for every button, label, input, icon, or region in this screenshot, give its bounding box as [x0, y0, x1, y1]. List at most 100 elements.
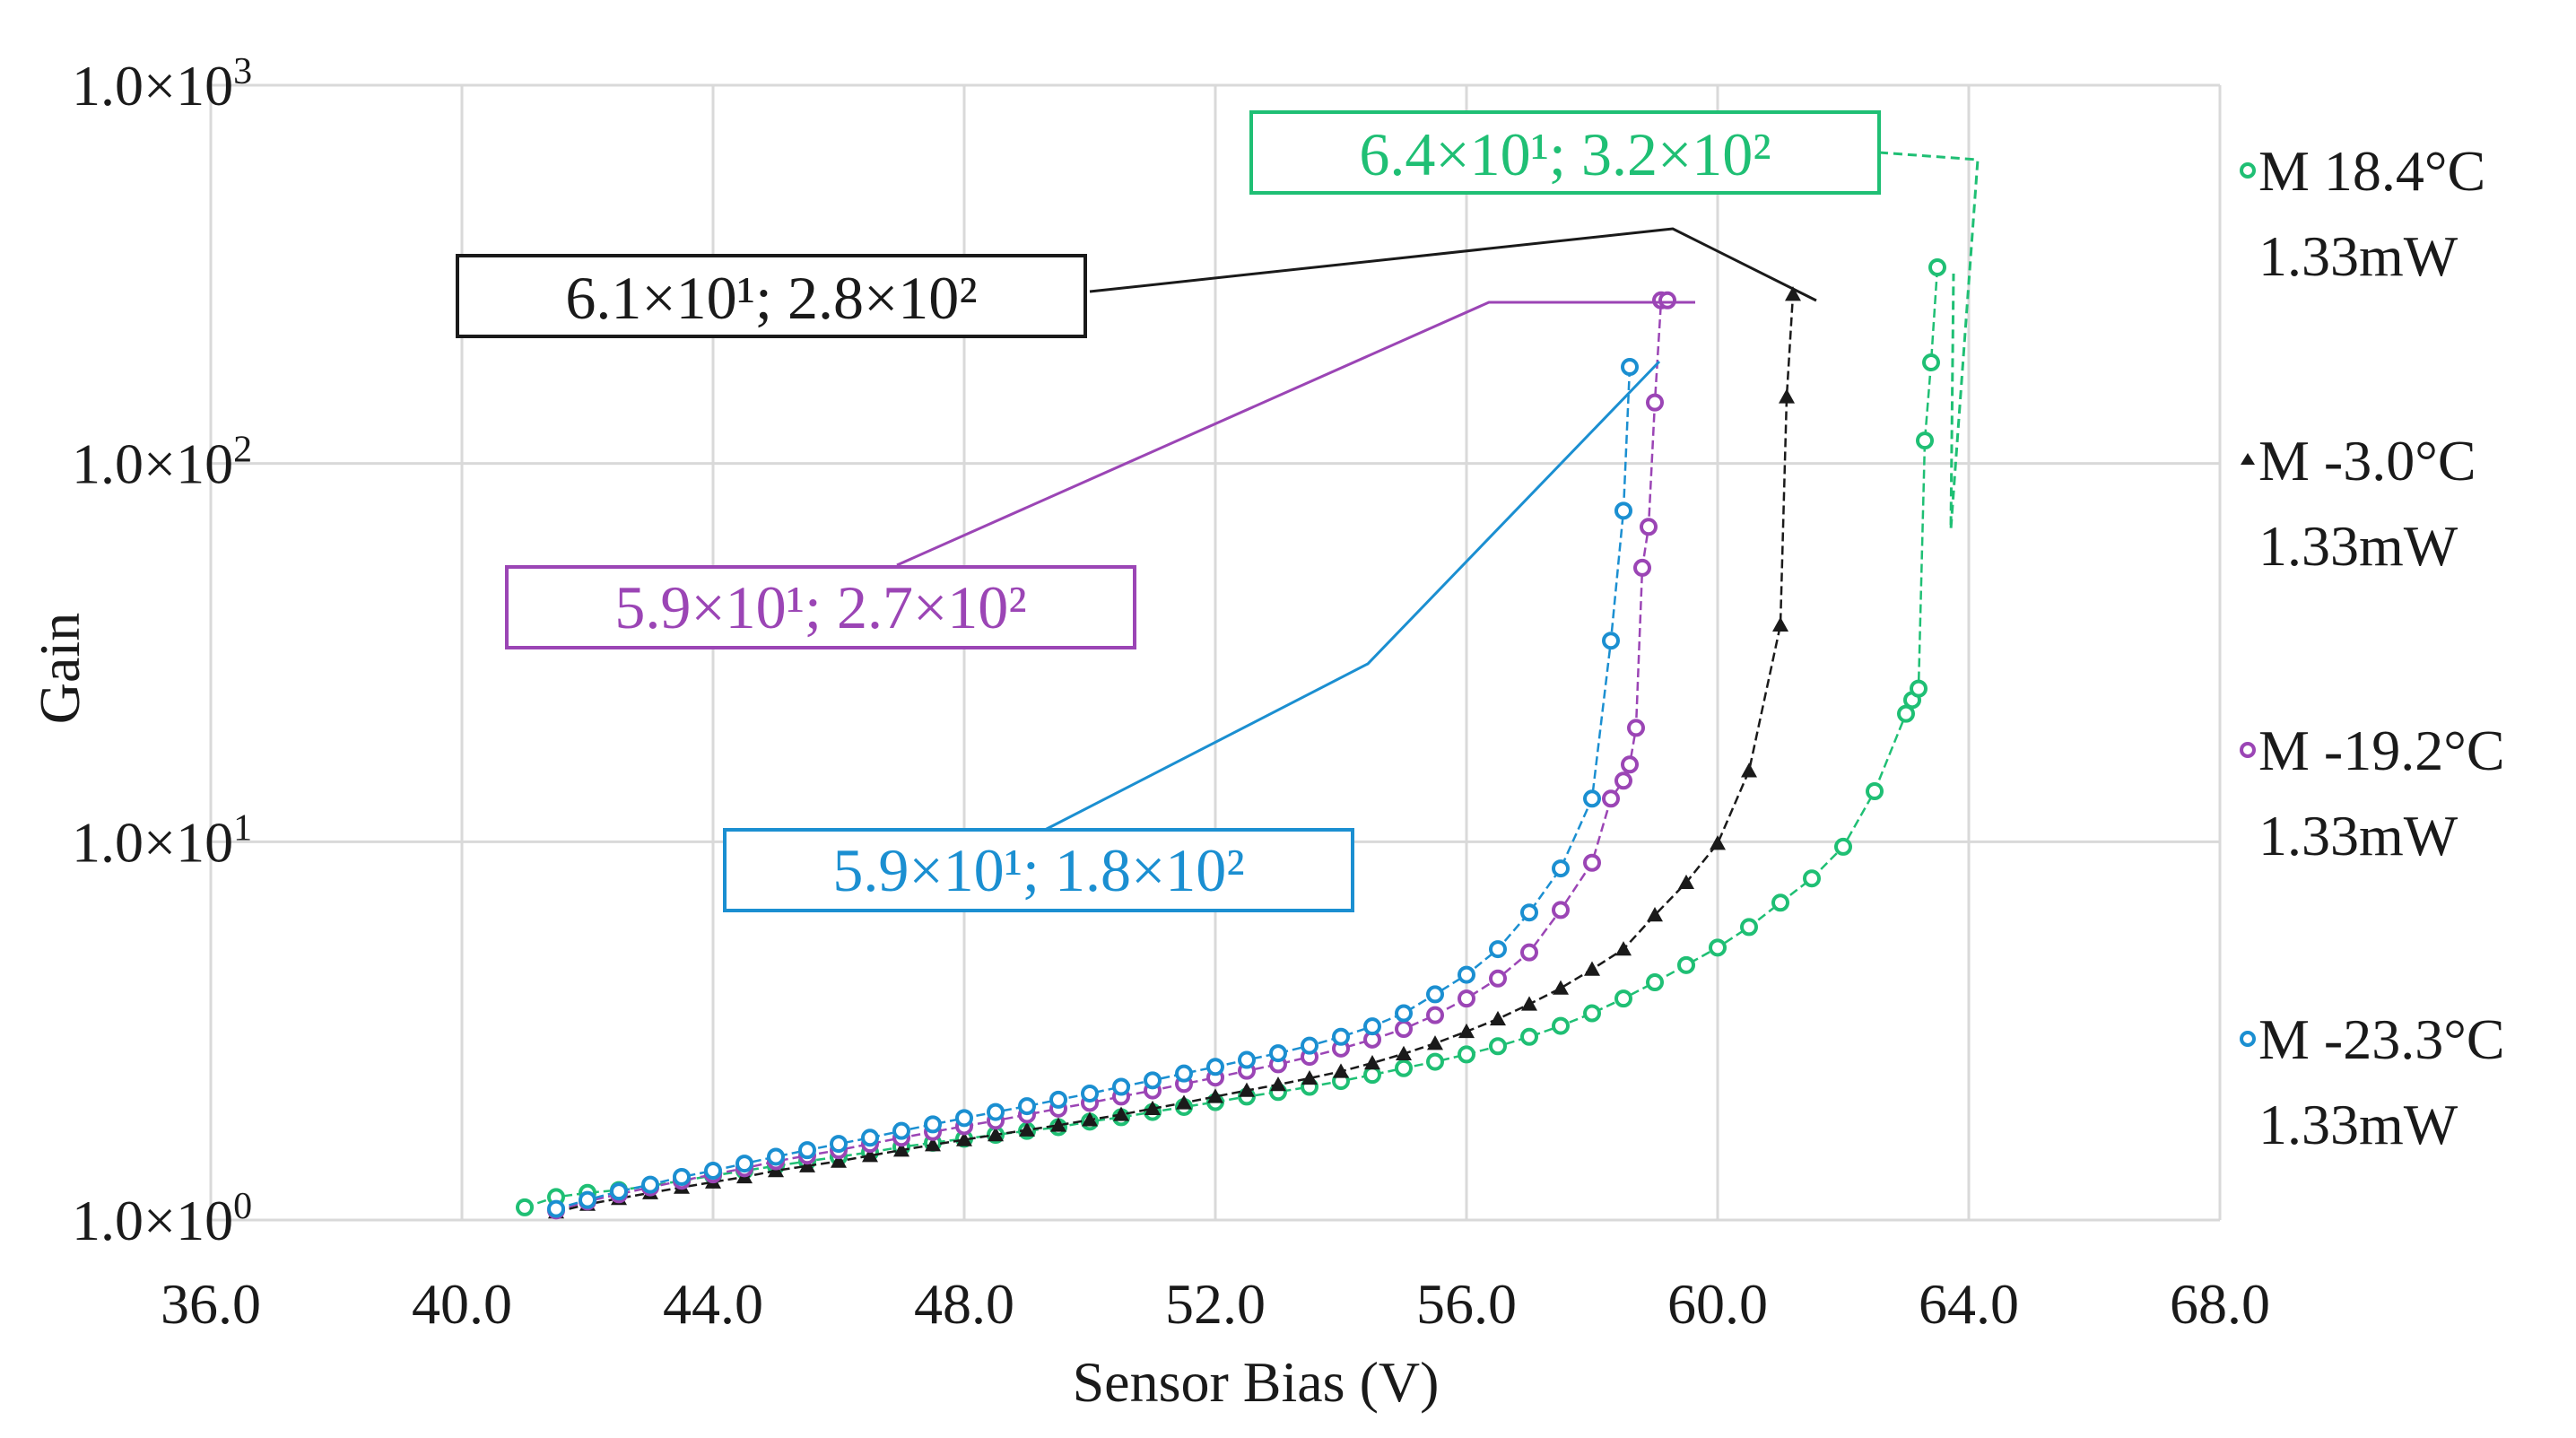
data-point	[1395, 1019, 1413, 1038]
annotation-leader-line	[1044, 360, 1661, 832]
data-point	[1489, 1037, 1507, 1056]
legend-series-power: 1.33mW	[2258, 804, 2459, 867]
data-point	[1709, 938, 1727, 957]
data-point	[1458, 965, 1475, 984]
data-point	[1458, 1023, 1475, 1039]
annotation-leader-line	[896, 301, 1695, 567]
data-point	[1614, 989, 1632, 1008]
data-point	[767, 1147, 785, 1166]
y-tick-exponent: 2	[233, 430, 252, 471]
series-line	[524, 266, 1939, 1209]
data-point	[1112, 1077, 1130, 1096]
data-point	[925, 1137, 941, 1152]
data-point	[1710, 835, 1726, 850]
x-tick-label: 56.0	[1416, 1272, 1517, 1336]
y-tick-base: 1.0×10	[72, 432, 233, 496]
data-point	[735, 1155, 753, 1173]
data-point	[1916, 431, 1934, 450]
data-point	[1614, 501, 1632, 520]
legend-marker	[2241, 453, 2255, 465]
annotation-3: 5.9×10¹; 2.7×10²	[505, 301, 1695, 649]
series-m-23-3-c	[547, 358, 1639, 1218]
data-point	[988, 1126, 1004, 1142]
data-point	[1658, 291, 1676, 309]
data-point	[1553, 980, 1569, 995]
data-point	[1520, 903, 1538, 922]
data-point	[1740, 918, 1758, 937]
x-axis-title: Sensor Bias (V)	[1073, 1350, 1440, 1414]
data-point	[1602, 632, 1620, 650]
data-point	[1333, 1063, 1349, 1078]
data-point	[1144, 1100, 1161, 1116]
data-point	[516, 1198, 534, 1216]
data-point	[1520, 943, 1538, 962]
y-tick-exponent: 1	[233, 807, 252, 849]
data-point	[1922, 353, 1940, 372]
legend-marker	[2240, 1031, 2256, 1047]
x-tick-label: 52.0	[1165, 1272, 1266, 1336]
legend-series-power: 1.33mW	[2258, 1093, 2459, 1156]
data-point	[1621, 755, 1639, 774]
data-point	[892, 1121, 910, 1140]
legend-marker	[2240, 162, 2256, 179]
y-tick-label: 1.0×102	[72, 430, 252, 496]
annotation-box	[723, 828, 1354, 912]
series-line	[555, 366, 1632, 1210]
annotations: 6.4×10¹; 3.2×10² 6.1×10¹; 2.8×10² 5.9×10¹;…	[456, 110, 1980, 912]
data-point	[1175, 1064, 1193, 1083]
x-tick-label: 44.0	[663, 1272, 763, 1336]
series-m-19-2-c	[547, 291, 1676, 1220]
x-tick-label: 60.0	[1667, 1272, 1768, 1336]
annotation-box	[1249, 110, 1881, 195]
data-point	[1834, 837, 1852, 856]
data-point	[861, 1129, 879, 1147]
annotation-label: 5.9×10¹; 1.8×10²	[832, 836, 1244, 904]
series-m-18-4-c	[516, 258, 1946, 1216]
data-point	[1049, 1090, 1067, 1109]
annotation-2: 6.1×10¹; 2.8×10²	[456, 227, 1817, 338]
data-point	[1426, 985, 1444, 1004]
data-series	[516, 258, 1946, 1220]
data-point	[1395, 1004, 1413, 1023]
legend-series-name: M 18.4°C	[2258, 139, 2485, 203]
data-point	[1458, 989, 1475, 1008]
annotation-leader-line	[1878, 151, 1980, 530]
data-point	[1395, 1059, 1413, 1077]
data-point	[1238, 1050, 1256, 1069]
data-point	[1866, 782, 1884, 801]
data-point	[1583, 1004, 1601, 1023]
data-point	[1050, 1117, 1066, 1132]
data-point	[1627, 719, 1645, 737]
data-point	[1646, 973, 1664, 992]
data-point	[1144, 1071, 1162, 1090]
legend-entry: M -19.2°C 1.33mW	[2240, 719, 2505, 867]
legend-entry: M -23.3°C 1.33mW	[2240, 1007, 2505, 1156]
data-point	[1621, 358, 1639, 377]
legend-marker	[2240, 742, 2256, 758]
data-point	[1396, 1045, 1412, 1060]
y-tick-label: 1.0×101	[72, 807, 252, 874]
data-point	[893, 1142, 909, 1157]
data-point	[1363, 1066, 1381, 1085]
y-tick-exponent: 0	[233, 1186, 252, 1227]
data-point	[1427, 1035, 1443, 1050]
y-axis-title: Gain	[28, 613, 91, 724]
data-point	[1521, 996, 1537, 1011]
data-point	[1910, 679, 1928, 698]
data-point	[1489, 969, 1507, 988]
data-point	[862, 1147, 878, 1163]
data-point	[1677, 955, 1695, 974]
data-point	[704, 1162, 722, 1181]
data-point	[1771, 893, 1789, 912]
data-point	[1785, 286, 1801, 301]
data-point	[1426, 1052, 1444, 1071]
data-point	[1646, 393, 1664, 412]
data-point	[1928, 258, 1946, 277]
data-point	[1269, 1044, 1287, 1063]
data-point	[1583, 789, 1601, 808]
data-point	[1584, 961, 1600, 976]
data-point	[799, 1157, 815, 1172]
series-line	[555, 294, 1795, 1214]
